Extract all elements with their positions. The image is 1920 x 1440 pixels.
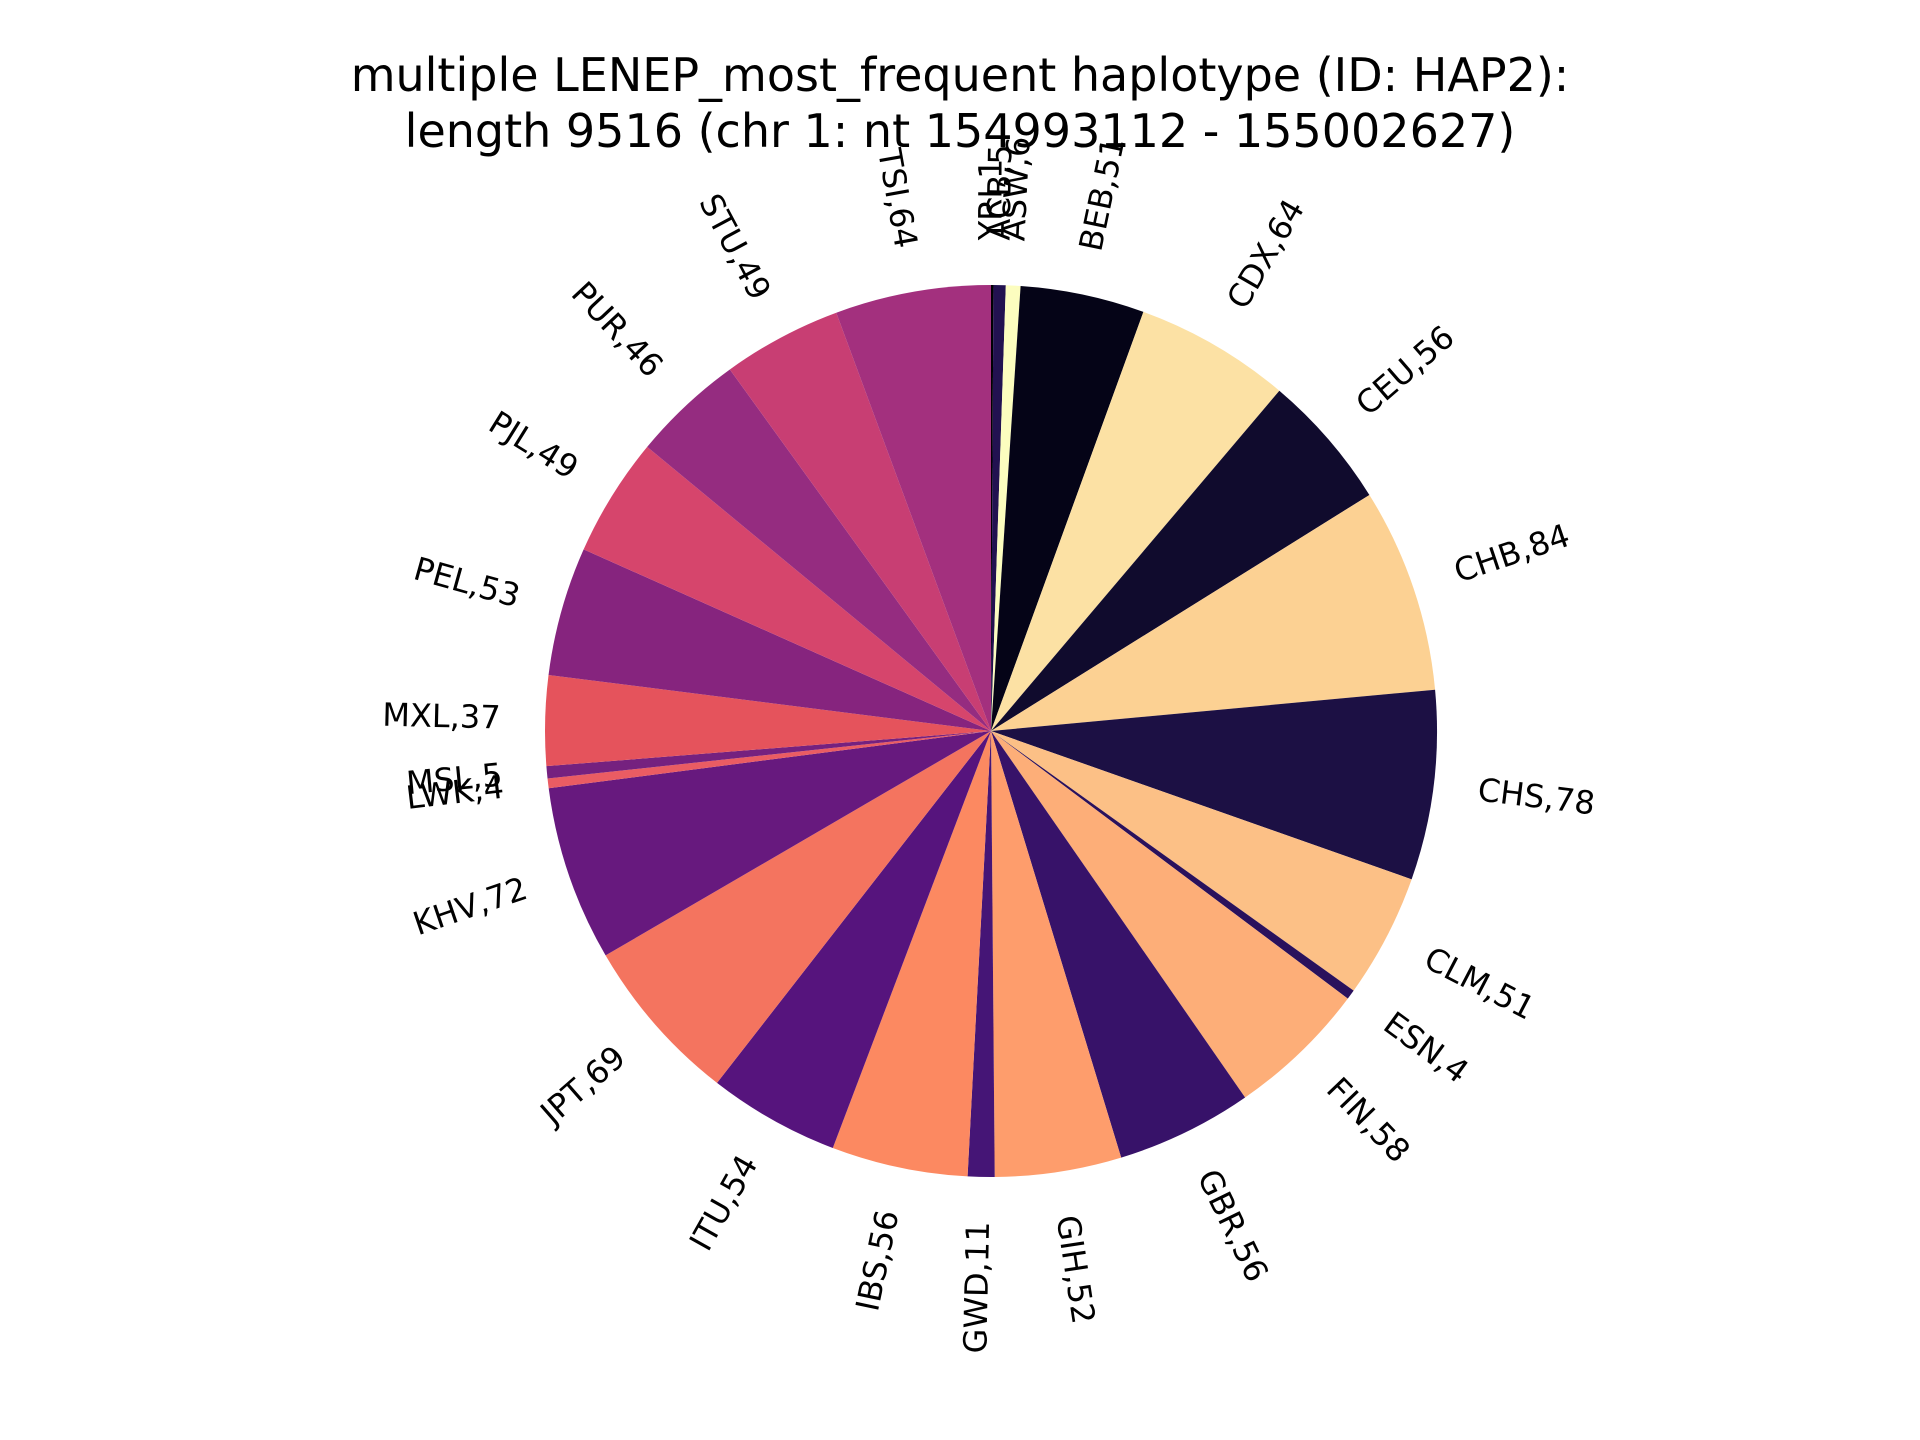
slice-label-esn: ESN,4 (1377, 1004, 1476, 1091)
slice-label-tsi: TSI,64 (870, 145, 925, 251)
slice-label-pjl: PJL,49 (482, 403, 585, 487)
slice-label-beb: BEB,51 (1072, 134, 1133, 254)
pie-slice-ceu (991, 390, 1370, 731)
slice-label-ibs: IBS,56 (848, 1207, 906, 1315)
slice-label-pel: PEL,53 (410, 550, 524, 616)
slice-label-gwd: GWD,11 (956, 1221, 997, 1354)
pie-slice-jpt (605, 731, 991, 1083)
pie-slice-pjl (583, 446, 991, 731)
pie-slice-msl (546, 731, 991, 779)
pie-slice-acb (991, 285, 1006, 731)
slice-label-khv: KHV,72 (408, 869, 532, 943)
pie-slice-khv (548, 731, 991, 956)
pie-slice-yri (991, 285, 994, 731)
slice-label-ceu: CEU,56 (1348, 318, 1461, 423)
slice-label-gbr: GBR,56 (1190, 1163, 1276, 1287)
slice-label-itu: ITU,54 (682, 1148, 766, 1257)
pie-slice-lwk (547, 731, 991, 789)
pie-slice-stu (729, 312, 991, 731)
pie-slice-beb (991, 285, 1144, 731)
pie-slice-gbr (991, 731, 1246, 1158)
pie-slice-itu (717, 731, 991, 1148)
slice-label-chs: CHS,78 (1476, 770, 1597, 822)
slice-label-yri: YRI,1 (971, 159, 1009, 242)
chart-title: multiple LENEP_most_frequent haplotype (… (350, 48, 1570, 102)
pie-slice-clm (991, 731, 1412, 991)
pie-slice-ibs (832, 731, 991, 1177)
pie-slice-pur (647, 369, 991, 731)
pie-slice-gih (991, 731, 1122, 1177)
slice-label-mxl: MXL,37 (382, 696, 501, 737)
slice-label-gih: GIH,52 (1049, 1213, 1103, 1327)
pie-slice-pel (548, 549, 991, 731)
pie-slice-fin (991, 731, 1348, 1098)
pie-slice-chb (991, 494, 1436, 731)
slice-label-stu: STU,49 (691, 187, 778, 306)
slice-label-clm: CLM,51 (1418, 939, 1541, 1028)
pie-slice-asw (991, 285, 1021, 731)
pie-slice-esn (991, 731, 1354, 999)
pie-slice-gwd (967, 731, 995, 1177)
slice-label-pur: PUR,46 (564, 274, 671, 385)
slice-label-cdx: CDX,64 (1219, 193, 1312, 316)
pie-slice-tsi (836, 285, 991, 731)
slice-label-asw: ASW,6 (994, 136, 1037, 242)
slice-label-fin: FIN,58 (1319, 1070, 1418, 1170)
slice-label-acb: ACB,5 (980, 144, 1020, 241)
chart-subtitle: length 9516 (chr 1: nt 154993112 - 15500… (404, 104, 1516, 158)
pie-slice-mxl (545, 674, 991, 767)
slice-label-msl: MSL,5 (405, 756, 504, 803)
pie-slice-chs (991, 689, 1437, 880)
slice-label-chb: CHB,84 (1449, 516, 1574, 590)
pie-slice-cdx (991, 311, 1280, 731)
slice-label-jpt: JPT,69 (532, 1038, 633, 1133)
